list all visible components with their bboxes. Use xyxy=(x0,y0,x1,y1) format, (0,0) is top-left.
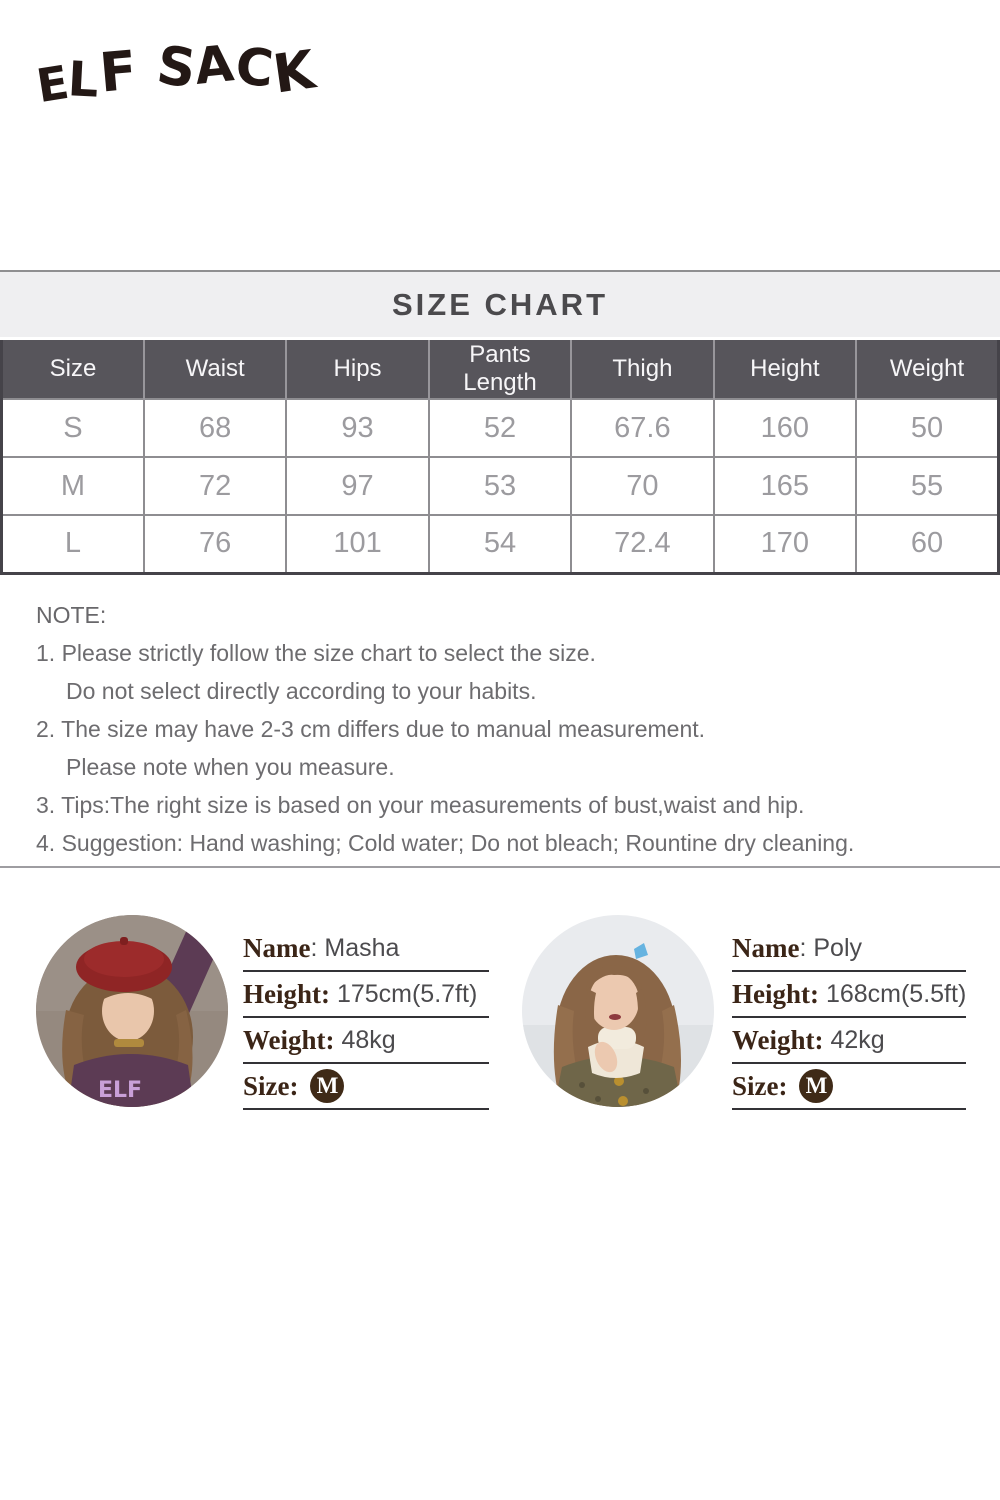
masha-avatar-illustration: ELF xyxy=(36,915,228,1107)
model-size-row: Size: M xyxy=(732,1064,966,1110)
note-line: Do not select directly according to your… xyxy=(66,678,537,704)
value-cell: 50 xyxy=(855,398,1000,458)
value-cell: 160 xyxy=(712,398,858,458)
size-chart-header-row: Size Waist Hips Pants Length Thigh Height Weig… xyxy=(1,340,999,399)
model-name-row: Name: Poly xyxy=(732,926,966,972)
model-photo-masha: ELF xyxy=(36,915,228,1107)
name-label: Name xyxy=(243,932,311,963)
model-photo-poly xyxy=(522,915,714,1107)
column-header: Height xyxy=(712,340,857,399)
size-label: Size: xyxy=(243,1070,299,1101)
brand-logo: ELF SACK xyxy=(33,34,319,113)
height-label: Height: xyxy=(243,978,330,1009)
value-cell: 72 xyxy=(142,456,288,516)
name-value: : Masha xyxy=(310,933,400,962)
column-header: Size xyxy=(1,340,144,399)
model-height-row: Height: 175cm(5.7ft) xyxy=(243,972,489,1018)
table-row: S 68 93 52 67.6 160 50 xyxy=(0,398,1000,458)
height-label: Height: xyxy=(732,978,819,1009)
value-cell: 55 xyxy=(855,456,1000,516)
size-chart-title: SIZE CHART xyxy=(392,286,608,322)
weight-label: Weight: xyxy=(243,1024,335,1055)
notes-section: NOTE: 1. Please strictly follow the size… xyxy=(36,596,976,862)
notes-heading: NOTE: xyxy=(36,602,107,628)
height-value: 168cm(5.5ft) xyxy=(819,979,967,1008)
name-label: Name xyxy=(732,932,800,963)
value-cell: 60 xyxy=(855,514,1000,574)
weight-label: Weight: xyxy=(732,1024,824,1055)
value-cell: 68 xyxy=(142,398,288,458)
weight-value: 48kg xyxy=(334,1025,396,1054)
section-divider xyxy=(0,866,1000,868)
brand-logo-letter: A xyxy=(191,34,237,96)
note-line: 2. The size may have 2-3 cm differs due … xyxy=(36,716,706,742)
size-badge: M xyxy=(310,1069,345,1103)
column-header: Hips xyxy=(285,340,429,399)
model-name-row: Name: Masha xyxy=(243,926,489,972)
note-line: Please note when you measure. xyxy=(66,754,395,780)
size-label: Size: xyxy=(732,1070,788,1101)
weight-value: 42kg xyxy=(823,1025,885,1054)
value-cell: 76 xyxy=(142,514,288,574)
brand-logo-letter: K xyxy=(269,39,320,106)
brand-logo-letter: F xyxy=(97,38,141,105)
value-cell: 93 xyxy=(285,398,430,458)
brand-logo-letter: L xyxy=(66,51,102,109)
size-chart-banner: SIZE CHART xyxy=(0,270,1000,337)
note-line: 3. Tips:The right size is based on your … xyxy=(36,792,805,818)
value-cell: 53 xyxy=(427,456,573,516)
note-line: 1. Please strictly follow the size chart… xyxy=(36,640,596,666)
size-cell: L xyxy=(0,514,145,574)
value-cell: 165 xyxy=(712,456,858,516)
column-header: Waist xyxy=(142,340,287,399)
poly-avatar-illustration xyxy=(522,915,714,1107)
value-cell: 67.6 xyxy=(570,398,715,458)
column-header: Pants Length xyxy=(427,340,572,399)
value-cell: 170 xyxy=(712,514,858,574)
size-cell: S xyxy=(0,398,145,458)
column-header: Thigh xyxy=(570,340,714,399)
name-value: : Poly xyxy=(799,933,863,962)
model-info-poly: Name: Poly Height: 168cm(5.5ft) Weight: … xyxy=(732,926,966,1110)
table-row: M 72 97 53 70 165 55 xyxy=(0,456,1000,516)
height-value: 175cm(5.7ft) xyxy=(330,979,478,1008)
masha-shirt-text: ELF xyxy=(98,1078,142,1103)
value-cell: 54 xyxy=(427,514,573,574)
model-weight-row: Weight: 42kg xyxy=(732,1018,966,1064)
value-cell: 72.4 xyxy=(570,514,715,574)
value-cell: 52 xyxy=(427,398,573,458)
column-header: Weight xyxy=(855,340,999,399)
value-cell: 70 xyxy=(570,456,715,516)
value-cell: 101 xyxy=(285,514,430,574)
value-cell: 97 xyxy=(285,456,430,516)
brand-logo-letter xyxy=(138,48,156,106)
note-line: 4. Suggestion: Hand washing; Cold water;… xyxy=(36,830,855,856)
model-info-masha: Name: Masha Height: 175cm(5.7ft) Weight:… xyxy=(243,926,489,1110)
size-chart-table: Size Waist Hips Pants Length Thigh Height Weig… xyxy=(0,340,1000,575)
size-cell: M xyxy=(0,456,145,516)
model-height-row: Height: 168cm(5.5ft) xyxy=(732,972,966,1018)
model-size-row: Size: M xyxy=(243,1064,489,1110)
size-badge: M xyxy=(799,1069,834,1103)
table-row: L 76 101 54 72.4 170 60 xyxy=(0,514,1000,574)
model-weight-row: Weight: 48kg xyxy=(243,1018,489,1064)
